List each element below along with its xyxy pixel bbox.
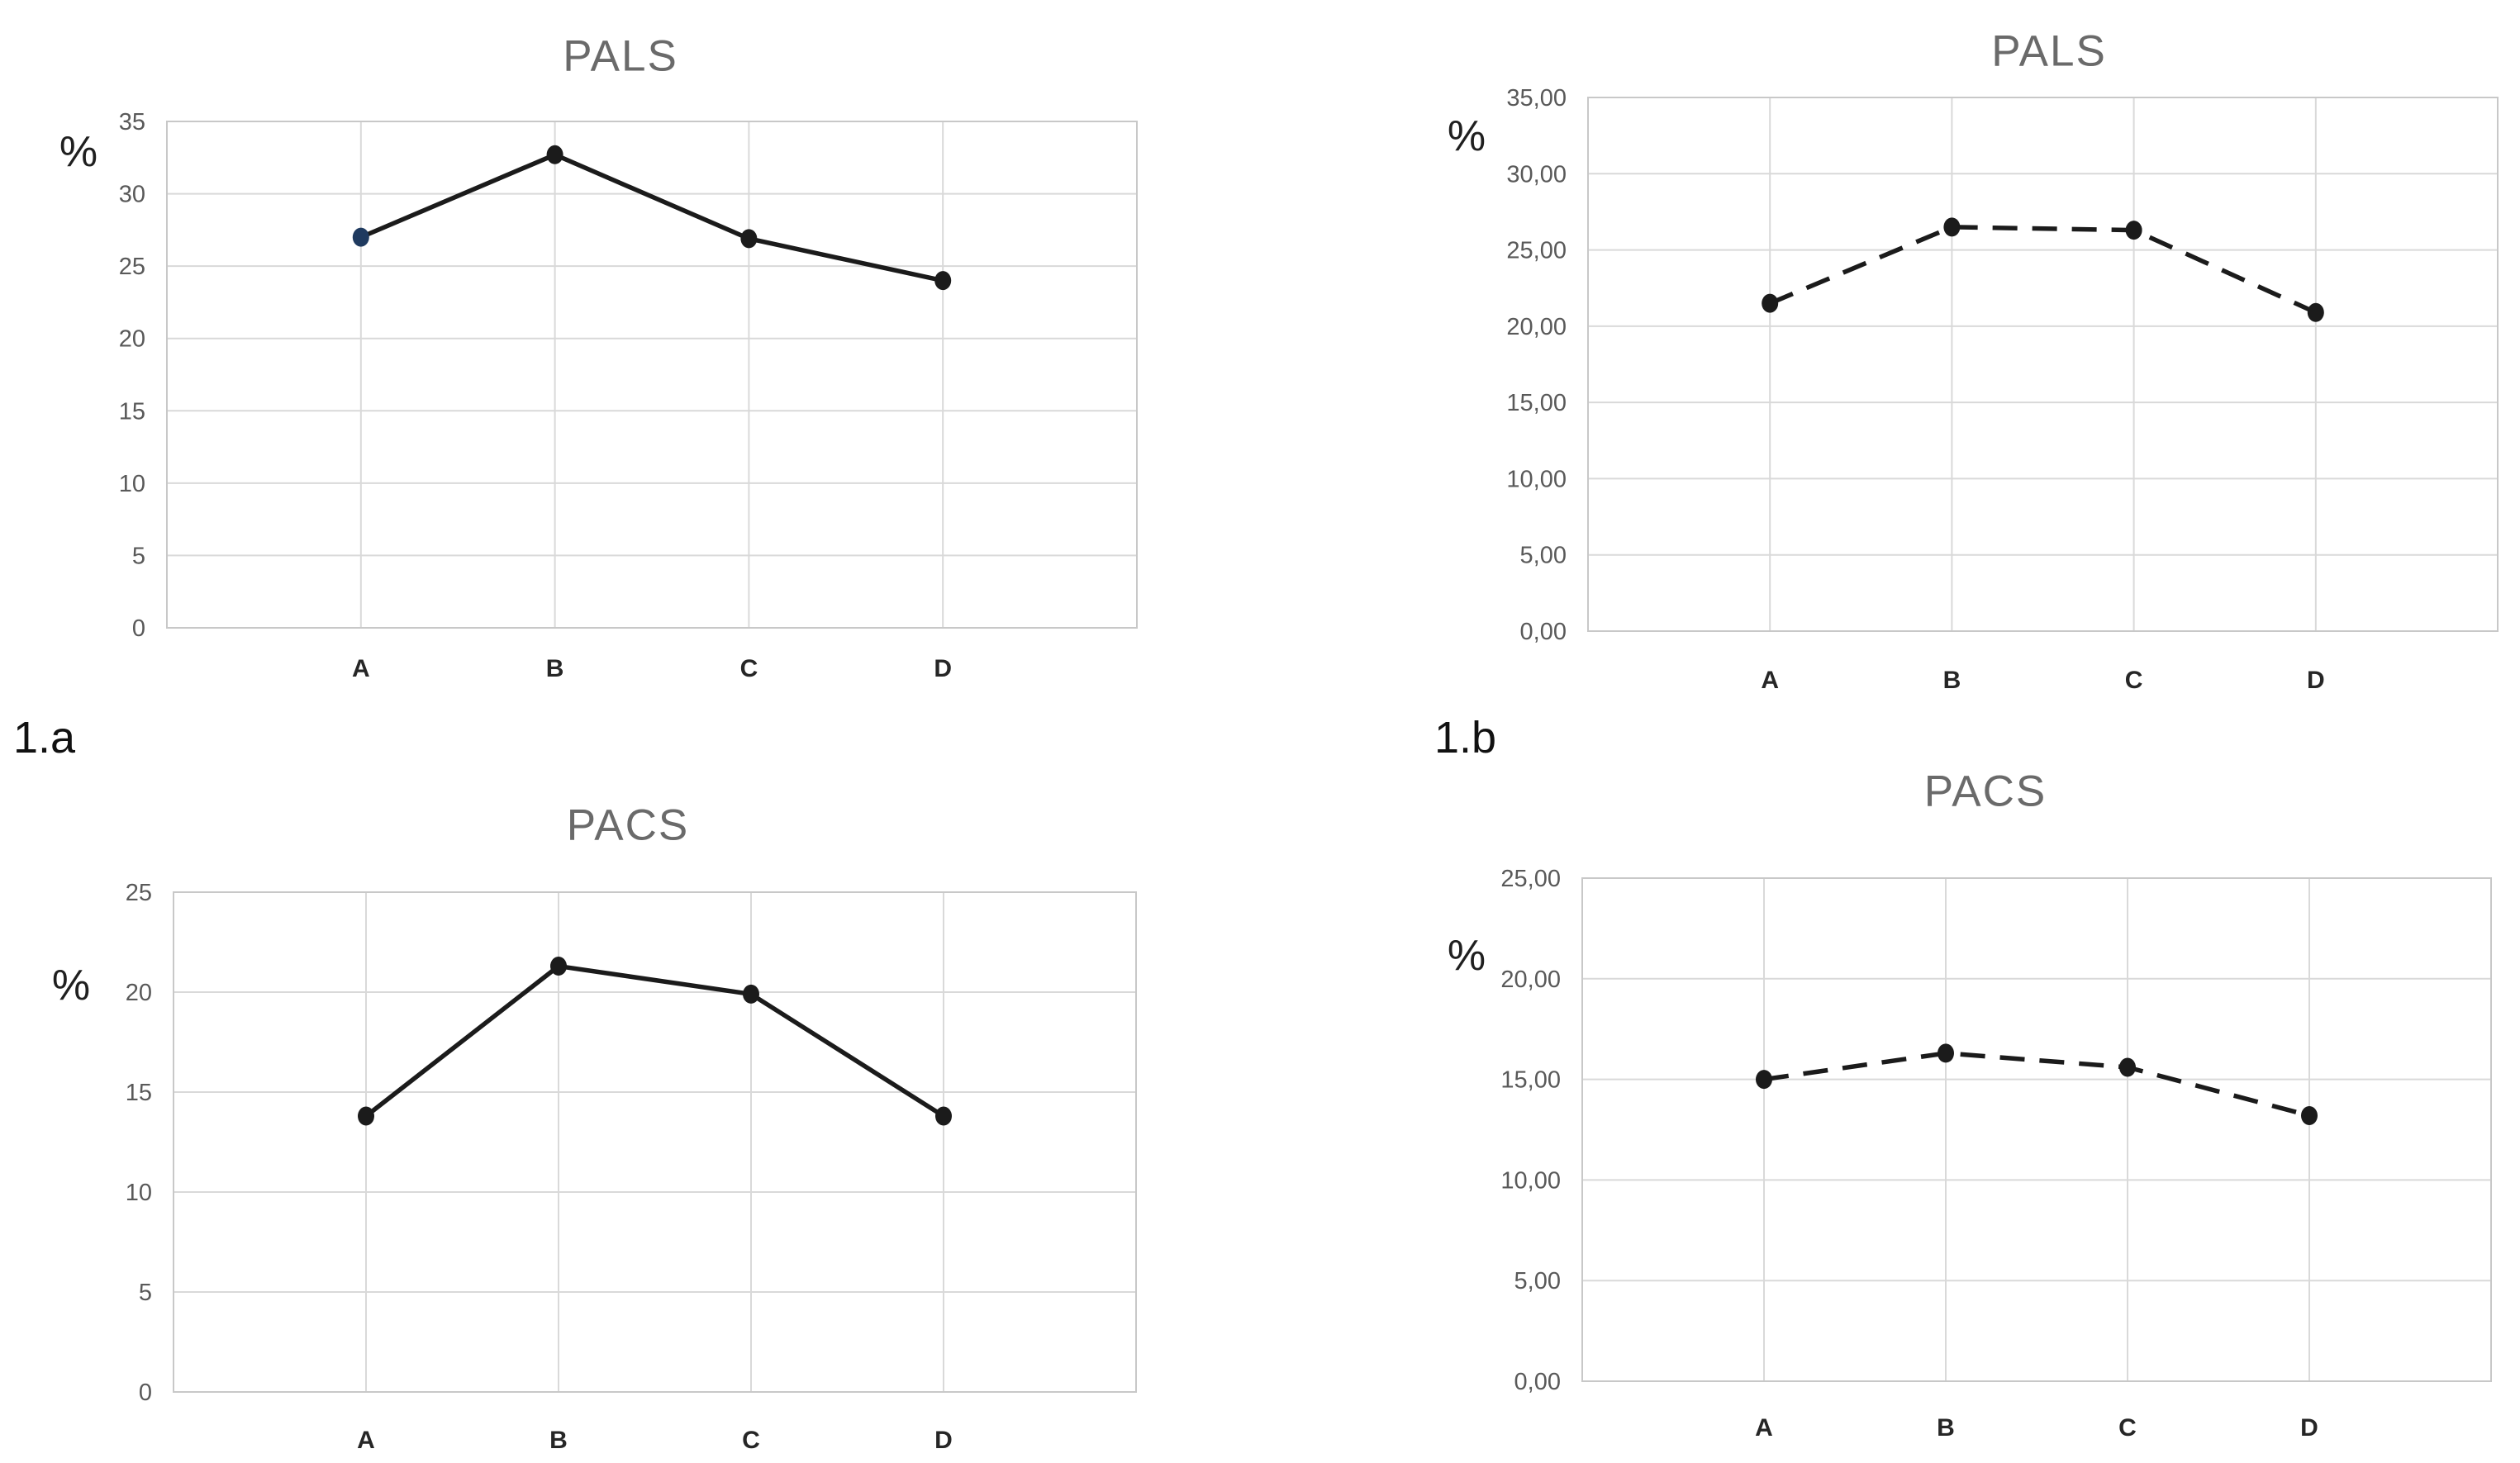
x-category-label: C	[2125, 667, 2143, 694]
y-tick-label: 0,00	[1520, 619, 1567, 645]
plot-border	[166, 121, 1138, 629]
y-tick-label: 0	[132, 615, 145, 642]
y-tick-label: 20	[119, 326, 145, 353]
x-category-label: C	[740, 655, 758, 682]
y-tick-label: 30	[119, 182, 145, 208]
y-tick-label: 20,00	[1506, 314, 1567, 340]
y-tick-label: 15	[126, 1080, 152, 1106]
x-category-label: D	[934, 655, 952, 682]
chart-title-pals-1b: PALS	[1991, 26, 2107, 76]
y-tick-label: 15,00	[1500, 1067, 1561, 1094]
data-point	[1756, 1070, 1772, 1090]
data-point	[546, 145, 563, 164]
data-line-solid	[364, 963, 945, 1119]
y-axis-unit-pals-1b: %	[1447, 112, 1486, 160]
x-category-label: A	[352, 655, 370, 682]
y-axis-unit-pacs-1b: %	[1447, 932, 1486, 980]
y-tick-label: 25,00	[1500, 866, 1561, 892]
data-point	[1762, 293, 1779, 313]
y-tick-label: 10	[126, 1180, 152, 1206]
x-category-label: A	[1761, 667, 1779, 694]
data-line-solid	[359, 152, 944, 283]
y-tick-label: 35,00	[1506, 85, 1567, 112]
y-tick-label: 5,00	[1514, 1268, 1561, 1294]
y-tick-label: 20,00	[1500, 967, 1561, 993]
figure-label-1b: 1.b	[1434, 713, 1497, 762]
x-category-label: C	[742, 1427, 760, 1454]
y-axis-unit-pals-1a: %	[59, 128, 98, 176]
data-point	[935, 1106, 952, 1126]
plot-border	[173, 891, 1137, 1393]
data-point	[934, 271, 952, 291]
y-tick-label: 10	[119, 471, 145, 497]
data-point	[1938, 1043, 1954, 1063]
y-tick-label: 0	[139, 1380, 152, 1406]
y-tick-label: 25	[126, 880, 152, 906]
data-line-dashed	[1769, 225, 2317, 315]
plot-border	[1587, 97, 2499, 632]
chart-title-pals-1a: PALS	[563, 31, 678, 81]
y-tick-label: 30,00	[1506, 161, 1567, 188]
plot-border	[1581, 877, 2492, 1382]
data-point	[2125, 221, 2142, 240]
x-category-label: D	[2300, 1414, 2318, 1442]
x-category-label: B	[546, 655, 564, 682]
x-category-label: A	[1755, 1414, 1773, 1442]
x-category-label: C	[2118, 1414, 2137, 1442]
y-tick-label: 20	[126, 980, 152, 1006]
data-point	[2307, 302, 2324, 322]
x-category-label: B	[549, 1427, 568, 1454]
data-point	[743, 984, 759, 1004]
figure-label-1a: 1.a	[13, 713, 76, 762]
y-tick-label: 10,00	[1506, 466, 1567, 492]
y-tick-label: 15,00	[1506, 390, 1567, 416]
y-tick-label: 5	[132, 543, 145, 569]
y-tick-label: 25	[119, 254, 145, 280]
data-point	[550, 957, 567, 976]
y-tick-label: 10,00	[1500, 1167, 1561, 1194]
x-category-label: B	[1943, 667, 1961, 694]
x-category-label: D	[2307, 667, 2325, 694]
chart-title-pacs-1a: PACS	[566, 800, 690, 850]
y-tick-label: 0,00	[1514, 1369, 1561, 1395]
y-axis-unit-pacs-1a: %	[51, 962, 91, 1009]
data-point	[358, 1106, 374, 1126]
data-point	[352, 227, 369, 247]
data-line-dashed	[1763, 1051, 2310, 1119]
y-tick-label: 5,00	[1520, 543, 1567, 569]
y-tick-label: 35	[119, 109, 145, 135]
chart-title-pacs-1b: PACS	[1923, 767, 2047, 816]
data-point	[1943, 217, 1961, 237]
x-category-label: A	[357, 1427, 375, 1454]
y-tick-label: 5	[139, 1280, 152, 1306]
data-point	[2119, 1057, 2136, 1077]
data-point	[740, 229, 758, 249]
x-category-label: B	[1937, 1414, 1955, 1442]
y-tick-label: 15	[119, 398, 145, 425]
x-category-label: D	[934, 1427, 953, 1454]
data-point	[2301, 1105, 2318, 1125]
y-tick-label: 25,00	[1506, 238, 1567, 264]
